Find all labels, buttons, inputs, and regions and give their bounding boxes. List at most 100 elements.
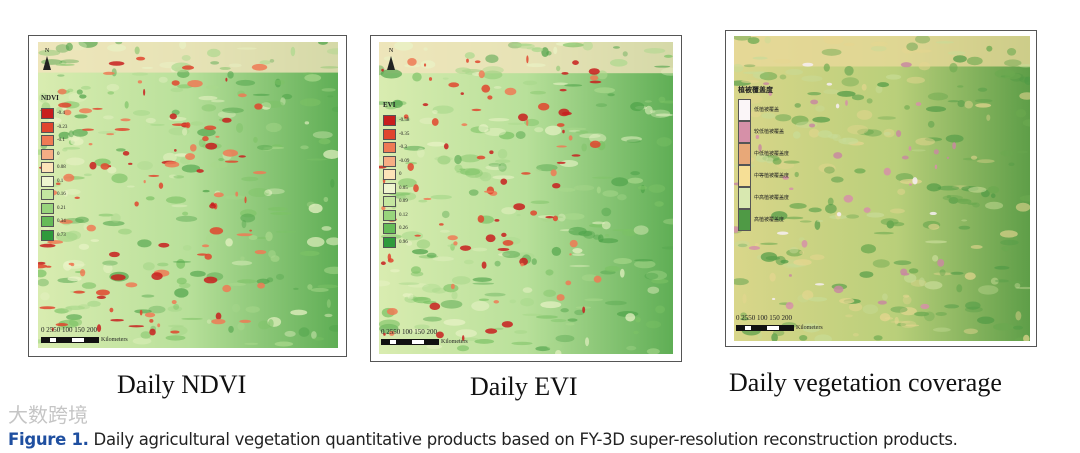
map-texture	[949, 62, 958, 73]
map-patch	[143, 180, 146, 184]
map-patch	[68, 262, 74, 266]
map-patch	[203, 276, 218, 284]
map-patch	[481, 261, 487, 269]
map-texture	[181, 317, 203, 320]
legend-item: 0.1	[41, 175, 67, 189]
map-texture	[326, 48, 338, 55]
legend-label: 中低植被覆盖度	[754, 151, 790, 157]
map-texture	[597, 70, 608, 80]
map-texture	[956, 284, 963, 293]
map-texture	[648, 184, 666, 193]
map-texture	[625, 313, 636, 322]
map-texture	[791, 115, 809, 126]
map-texture	[459, 154, 481, 163]
map-texture	[514, 330, 528, 334]
map-patch	[789, 187, 794, 191]
map-texture	[65, 42, 73, 51]
map-texture	[925, 106, 947, 113]
map-patch	[504, 87, 517, 96]
map-patch	[782, 175, 789, 180]
legend-item: 0.08	[41, 161, 67, 175]
map-texture	[107, 44, 127, 52]
legend-item: 0.73	[41, 229, 67, 243]
map-texture	[434, 156, 453, 161]
map-texture	[402, 293, 411, 298]
map-texture	[426, 344, 443, 350]
map-texture	[908, 268, 919, 274]
map-texture	[825, 203, 837, 214]
map-texture	[660, 67, 673, 76]
map-patch	[485, 328, 498, 334]
map-texture	[535, 346, 551, 352]
map-texture	[293, 287, 299, 290]
map-texture	[579, 133, 601, 139]
map-texture	[263, 189, 273, 197]
map-texture	[945, 134, 964, 143]
map-texture	[953, 55, 967, 63]
north-arrow-icon: N	[386, 48, 396, 70]
map-texture	[320, 66, 338, 69]
scale-ticks: 0 2550 100 150 200	[736, 314, 792, 322]
map-patch	[428, 77, 433, 81]
map-texture	[198, 139, 206, 148]
map-patch	[561, 71, 569, 75]
map-texture	[210, 161, 228, 169]
map-patch	[407, 162, 414, 171]
map-texture	[38, 49, 61, 56]
map-texture	[431, 287, 447, 294]
map-texture	[536, 164, 558, 172]
legend-label: 0.08	[57, 165, 66, 171]
scale-bar: 0 2550 100 150 200 Kilometers	[736, 314, 823, 332]
map-patch	[562, 129, 565, 134]
map-patch	[122, 151, 130, 156]
map-texture	[899, 307, 917, 316]
map-patch	[171, 80, 180, 86]
map-texture	[558, 187, 576, 192]
map-texture	[412, 72, 422, 82]
map-texture	[38, 269, 47, 278]
map-texture	[64, 188, 81, 195]
map-patch	[833, 152, 843, 159]
map-texture	[935, 311, 947, 316]
map-texture	[78, 243, 90, 250]
map-texture	[990, 277, 999, 285]
map-texture	[228, 63, 242, 68]
map-background	[379, 42, 673, 354]
map-patch	[571, 154, 581, 157]
map-texture	[848, 302, 863, 312]
map-texture	[1016, 150, 1029, 154]
map-patch	[863, 207, 871, 213]
map-patch	[833, 285, 844, 294]
map-texture	[507, 122, 525, 125]
map-texture	[456, 345, 470, 352]
map-texture	[843, 42, 855, 47]
legend-label: 0.05	[399, 185, 408, 191]
map-texture	[964, 272, 976, 280]
map-texture	[321, 226, 332, 231]
map-texture	[55, 63, 75, 66]
map-patch	[526, 118, 529, 127]
map-patch	[92, 107, 103, 110]
map-patch	[190, 144, 197, 152]
map-texture	[572, 248, 583, 254]
map-patch	[403, 114, 409, 119]
map-texture	[274, 79, 285, 86]
map-texture	[310, 287, 329, 293]
map-texture	[775, 114, 792, 122]
map-patch	[556, 294, 565, 301]
map-patch	[835, 103, 840, 109]
map-texture	[970, 245, 983, 249]
map-patch	[569, 239, 578, 248]
map-patch	[453, 241, 458, 246]
map-texture	[219, 66, 231, 70]
map-texture	[564, 84, 583, 87]
map-texture	[862, 304, 879, 315]
map-texture	[957, 99, 966, 108]
map-texture	[205, 85, 219, 90]
map-texture	[928, 223, 940, 230]
north-label: N	[44, 48, 50, 54]
map-texture	[783, 160, 800, 164]
map-texture	[925, 240, 947, 244]
map-texture	[918, 277, 925, 287]
legend-swatch	[738, 165, 751, 187]
